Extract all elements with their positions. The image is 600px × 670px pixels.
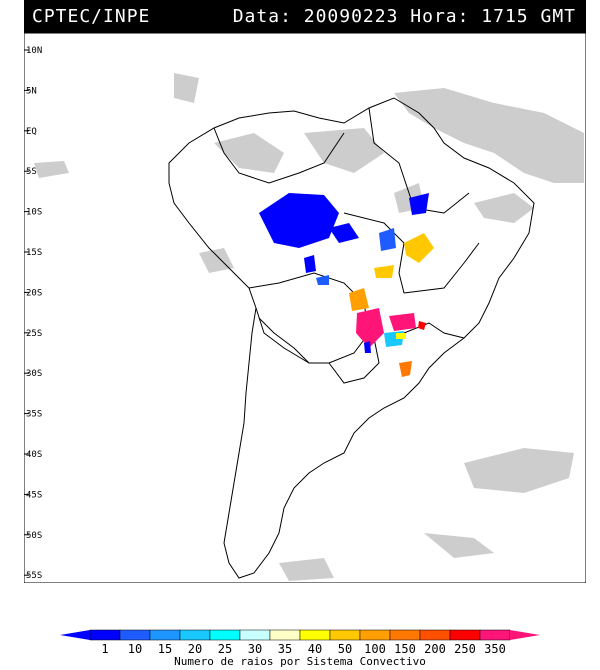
- lat-label: 20S: [26, 288, 42, 298]
- lat-label: 45S: [26, 490, 42, 500]
- legend-value: 25: [218, 642, 232, 656]
- legend-arrow-left: [60, 630, 90, 640]
- lat-label: EQ: [26, 127, 37, 137]
- lat-label: 35S: [26, 410, 42, 420]
- legend-swatch: [89, 629, 121, 641]
- legend-swatch: [179, 629, 211, 641]
- lat-label: 5N: [26, 86, 37, 96]
- legend-swatch: [419, 629, 451, 641]
- legend-value: 15: [158, 642, 172, 656]
- legend-swatch: [239, 629, 271, 641]
- header-org: CPTEC/INPE: [32, 6, 151, 27]
- legend-value: 20: [188, 642, 202, 656]
- lat-axis: 10N 5N EQ 5S 10S 15S 20S 25S 30S 35S 40S 45S 50S 55S: [24, 46, 42, 581]
- lat-label: 40S: [26, 450, 42, 460]
- lat-label: 50S: [26, 531, 42, 541]
- legend-value: 30: [248, 642, 262, 656]
- legend-value: 250: [454, 642, 476, 656]
- lat-label: 55S: [26, 571, 42, 581]
- legend-swatch: [389, 629, 421, 641]
- legend-value: 40: [308, 642, 322, 656]
- legend-value: 350: [484, 642, 506, 656]
- legend-swatch: [329, 629, 361, 641]
- continent-outline: [168, 97, 535, 579]
- legend-swatch: [119, 629, 151, 641]
- lat-label: 25S: [26, 329, 42, 339]
- header-datetime: Data: 20090223 Hora: 1715 GMT: [232, 6, 576, 27]
- cloud-cover: [34, 73, 584, 581]
- header-bar: CPTEC/INPE Data: 20090223 Hora: 1715 GMT: [24, 0, 586, 33]
- legend-swatch: [479, 629, 511, 641]
- lat-label: 10S: [26, 208, 42, 218]
- legend-swatch: [209, 629, 241, 641]
- lat-label: 30S: [26, 369, 42, 379]
- legend-value: 10: [128, 642, 142, 656]
- legend-value: 35: [278, 642, 292, 656]
- legend-swatch: [149, 629, 181, 641]
- legend-value: 1: [101, 642, 108, 656]
- legend-value: 150: [394, 642, 416, 656]
- legend-swatch: [449, 629, 481, 641]
- map-panel: 10N5NEQ5S10S15S20S25S30S35S40S45S50S55S …: [24, 33, 586, 583]
- legend-swatch: [359, 629, 391, 641]
- legend-caption: Numero de raios por Sistema Convectivo: [174, 655, 426, 668]
- legend: 1 10 15 20 25 30 35 40 50 100 150 200 250 350: [60, 629, 540, 656]
- legend-swatch: [269, 629, 301, 641]
- legend-arrow-right: [510, 630, 540, 640]
- convective-systems: [259, 193, 434, 377]
- lat-label: 10N: [26, 46, 42, 56]
- legend-value: 200: [424, 642, 446, 656]
- lat-label: 15S: [26, 248, 42, 258]
- lat-label: 5S: [26, 167, 37, 177]
- legend-swatch: [299, 629, 331, 641]
- legend-value: 100: [364, 642, 386, 656]
- legend-value: 50: [338, 642, 352, 656]
